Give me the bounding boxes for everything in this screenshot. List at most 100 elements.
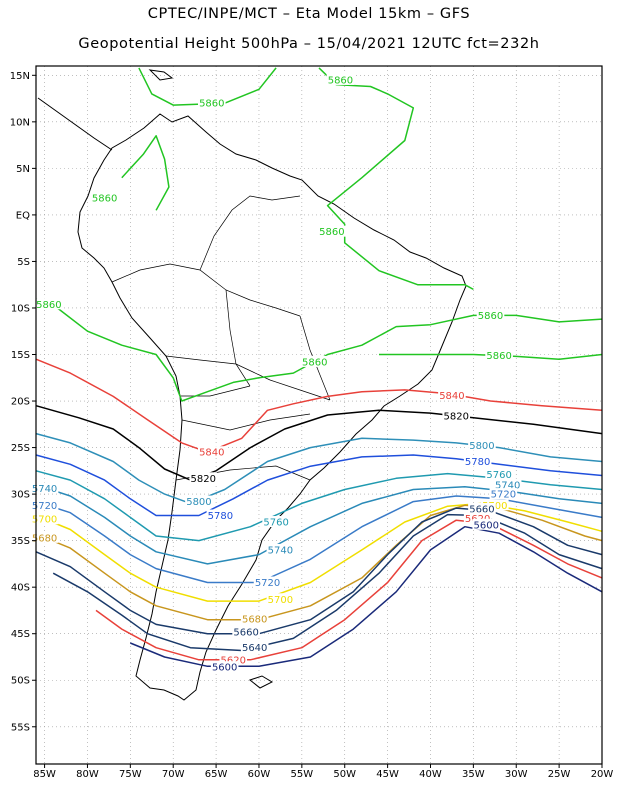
contour-5860 xyxy=(121,135,170,211)
contour-label-background xyxy=(90,192,119,204)
continent-outline xyxy=(37,69,467,701)
contour-label-background xyxy=(266,593,295,605)
contour-label: 5780 xyxy=(208,511,233,522)
contour-label-background xyxy=(485,468,513,480)
contour-label-background xyxy=(35,298,63,310)
contour-label: 5720 xyxy=(255,578,280,589)
tick-label-lat: 5S xyxy=(17,257,30,268)
contour-label-background xyxy=(189,472,218,484)
tick-label-lon: 30W xyxy=(505,769,528,780)
tick-label-lat: 35S xyxy=(11,536,30,547)
contour-label-background xyxy=(232,625,260,637)
tick-label-lat: 15N xyxy=(10,71,30,82)
contour-label: 5700 xyxy=(268,595,293,606)
contour-label-background xyxy=(493,478,522,490)
central-america-coastline xyxy=(37,97,113,151)
contour-label-background xyxy=(442,409,471,421)
contour-label-background xyxy=(472,518,501,530)
contour-label: 5860 xyxy=(478,311,503,322)
contour-label: 5820 xyxy=(191,474,216,485)
contour-label-background xyxy=(30,482,59,494)
contour-5680 xyxy=(35,504,603,621)
tick-label-lat: 15S xyxy=(11,350,30,361)
contour-label: 5660 xyxy=(233,627,258,638)
contour-label: 5680 xyxy=(32,533,57,544)
contour-label-background xyxy=(240,612,269,624)
contour-label-background xyxy=(206,509,235,521)
contour-label: 5860 xyxy=(328,75,353,86)
contour-5640 xyxy=(52,513,603,652)
contour-label-background xyxy=(185,495,213,507)
tick-label-lat: 55S xyxy=(11,722,30,733)
contour-label: 5800 xyxy=(186,497,211,508)
tick-label-lon: 35W xyxy=(462,769,485,780)
tick-label-lat: 5N xyxy=(16,164,30,175)
plot-frame xyxy=(35,65,603,765)
contour-label: 5620 xyxy=(221,655,246,666)
contour-label-background xyxy=(463,455,492,467)
tick-label-lon: 40W xyxy=(419,769,442,780)
contour-label: 5740 xyxy=(495,480,520,491)
contour-label-background xyxy=(266,543,295,555)
south-america-coastline xyxy=(77,113,467,701)
tick-label-lon: 50W xyxy=(333,769,356,780)
contour-label: 5740 xyxy=(32,484,57,495)
contour-label-background xyxy=(468,439,496,451)
contour-label-background xyxy=(198,446,226,458)
contour-labels: 5860 5860 5860 5860 5860 5860 5860 5860 5840 5840… xyxy=(30,73,522,674)
caribbean-island xyxy=(148,69,174,81)
tick-label-lon: 60W xyxy=(248,769,271,780)
tick-label-lon: 80W xyxy=(76,769,99,780)
contour-label-background xyxy=(253,576,282,588)
contour-label-background xyxy=(262,516,290,528)
contour-label: 5820 xyxy=(443,411,468,422)
contour-label: 5860 xyxy=(319,227,344,238)
falkland-islands xyxy=(248,675,274,689)
tick-label-lat: 25S xyxy=(11,443,30,454)
contour-label: 5840 xyxy=(439,391,464,402)
contour-label: 5660 xyxy=(469,504,494,515)
contour-label-background xyxy=(240,641,269,653)
contour-label: 5780 xyxy=(465,457,490,468)
contour-label: 5720 xyxy=(491,490,516,501)
tick-label-lon: 65W xyxy=(205,769,228,780)
contour-label: 5740 xyxy=(268,545,293,556)
contour-5600 xyxy=(130,525,603,668)
contour-5620 xyxy=(95,519,603,661)
contour-label-background xyxy=(300,355,329,367)
contour-label: 5680 xyxy=(242,614,267,625)
contour-label-background xyxy=(489,488,518,500)
tick-label-lon: 20W xyxy=(591,769,614,780)
contour-label: 5860 xyxy=(486,351,511,362)
contour-label: 5700 xyxy=(32,515,57,526)
contour-5660 xyxy=(35,507,603,635)
tick-label-lat: 30S xyxy=(11,490,30,501)
tick-label-lat: 10S xyxy=(11,303,30,314)
contour-label: 5760 xyxy=(263,518,288,529)
contour-label-background xyxy=(30,531,59,543)
tick-label-lon: 85W xyxy=(33,769,56,780)
axis-ticks: 85W 80W 75W 70W 65W 60W 55W 50W 45W 40W 35W 30W 25W 2… xyxy=(10,71,614,780)
contour-label-background xyxy=(326,73,355,85)
tick-label-lon: 70W xyxy=(162,769,185,780)
chart-title-line-2: Geopotential Height 500hPa – 15/04/2021 … xyxy=(78,36,540,52)
tick-label-lat: 20S xyxy=(11,397,30,408)
contour-label: 5860 xyxy=(302,357,327,368)
tick-label-lat: 45S xyxy=(11,629,30,640)
contour-label-background xyxy=(463,512,492,524)
tick-label-lon: 55W xyxy=(291,769,314,780)
contour-label: 5600 xyxy=(212,663,237,674)
tick-label-lon: 45W xyxy=(376,769,399,780)
country-borders xyxy=(111,195,331,481)
contour-label-background xyxy=(210,661,239,673)
contour-5840 xyxy=(35,358,603,453)
tick-label-lat: 40S xyxy=(11,583,30,594)
contour-label: 5720 xyxy=(32,501,57,512)
contour-label-background xyxy=(198,97,226,109)
contour-label-background xyxy=(30,499,59,511)
tick-label-lat: 50S xyxy=(11,676,30,687)
contour-5860 xyxy=(318,67,474,291)
tick-label-lon: 75W xyxy=(119,769,142,780)
contour-label: 5800 xyxy=(469,441,494,452)
contour-label: 5640 xyxy=(242,643,267,654)
